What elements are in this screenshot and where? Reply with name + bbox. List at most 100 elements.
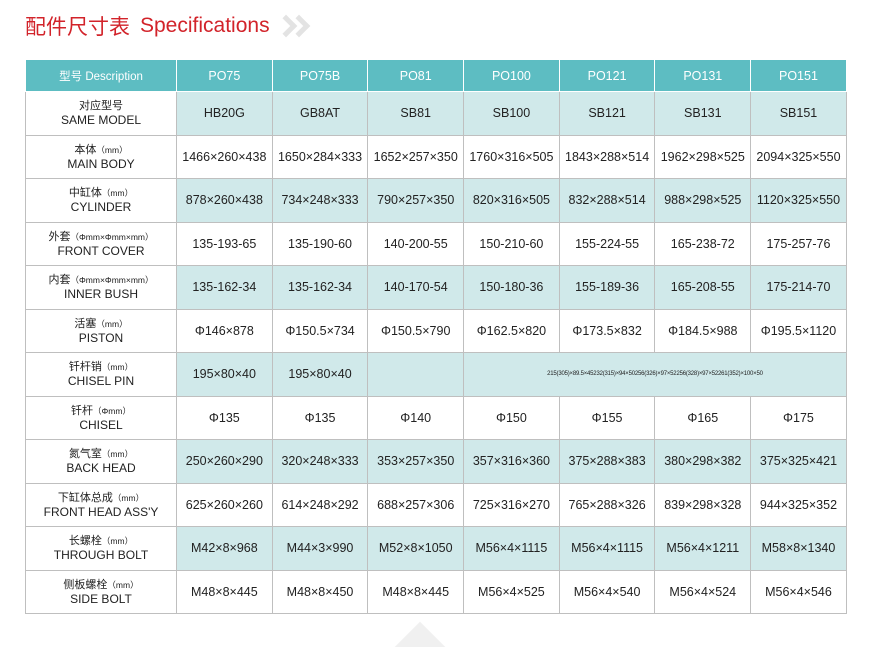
table-cell: SB100 [463,91,560,136]
table-cell: 375×325×421 [750,439,847,484]
table-cell: M56×4×1115 [463,526,560,571]
table-cell: 195×80×40 [176,352,273,397]
table-cell: 175-214-70 [750,265,847,310]
table-cell: 790×257×350 [367,178,465,223]
table-cell: 1760×316×505 [463,134,560,179]
table-cell: 832×288×514 [558,178,656,223]
table-cell: M58×8×1340 [750,526,847,571]
table-cell: Φ155 [558,395,656,440]
table-cell: 1466×260×438 [176,134,273,179]
table-cell: 135-162-34 [271,265,369,310]
table-cell: 165-208-55 [654,265,752,310]
table-cell: 195×80×40 [271,352,369,397]
row-label-english: CHISEL PIN [67,374,135,389]
row-label-unit: （Φmm） [93,405,131,416]
row-label-unit: （mm） [112,492,145,503]
table-cell: 734×248×333 [271,178,369,223]
row-label-chinese-text: 氮气室 [68,448,102,461]
table-cell: 765×288×326 [558,482,656,527]
table-cell: 135-162-34 [176,265,273,310]
row-label: 对应型号 SAME MODEL [25,91,177,136]
row-label: 钎杆销（mm） CHISEL PIN [25,352,177,397]
table-cell: M56×4×524 [654,569,752,614]
table-cell: HB20G [176,91,273,136]
table-cell: 1650×284×333 [271,134,369,179]
row-label-unit: （mm） [96,144,128,155]
row-label-chinese-text: 本体 [74,143,97,156]
table-cell: M52×8×1050 [367,526,465,571]
table-row: 钎杆销（mm） CHISEL PIN 195×80×40 195×80×40 215(3… [25,352,847,397]
table-cell: Φ146×878 [176,308,273,353]
row-label-english: FRONT COVER [57,243,145,258]
row-label: 钎杆（Φmm） CHISEL [25,395,177,440]
title-english: Specifications [140,14,270,37]
table-cell: SB81 [367,91,465,136]
table-cell: M56×4×546 [750,569,847,614]
row-label-chinese: 长螺栓（mm） [27,534,176,548]
table-row: 中缸体（mm） CYLINDER 878×260×438 734×248×333 790… [25,178,847,223]
row-label-chinese-text: 钎杆 [71,404,94,417]
table-cell: M48×8×445 [176,569,273,614]
table-cell: 1962×298×525 [654,134,752,179]
table-row: 对应型号 SAME MODEL HB20G GB8AT SB81 SB100 SB121 SB… [25,91,847,136]
table-cell: 1120×325×550 [750,178,847,223]
table-cell: 320×248×333 [271,439,369,484]
table-row: 氮气室（mm） BACK HEAD 250×260×290 320×248×333 35… [25,439,847,484]
row-label-chinese: 钎杆销（mm） [27,360,176,374]
row-label-unit: （mm） [101,362,134,373]
row-label-chinese-text: 中缸体 [68,187,102,200]
row-label-unit: （mm） [101,449,134,460]
header-model-po75: PO75 [176,59,273,92]
row-label-chinese-text: 钎杆销 [68,361,102,374]
header-model-po100: PO100 [463,59,560,92]
table-cell: 839×298×328 [654,482,752,527]
table-cell: M56×4×540 [558,569,656,614]
table-cell: M42×8×968 [176,526,273,571]
row-label-chinese: 侧板螺栓（mm） [27,578,176,592]
row-label: 活塞（mm） PISTON [25,308,177,353]
row-label-chinese: 中缸体（mm） [27,186,176,200]
table-cell: 614×248×292 [271,482,369,527]
table-cell: Φ135 [176,395,273,440]
table-cell: 725×316×270 [463,482,560,527]
table-cell: SB121 [558,91,656,136]
row-label-unit: （mm） [101,188,134,199]
table-cell: Φ135 [271,395,369,440]
row-label-chinese: 下缸体总成（mm） [27,491,176,505]
row-label: 外套（Φmm×Φmm×mm） FRONT COVER [25,221,177,266]
table-cell: Φ150.5×734 [271,308,369,353]
table-cell: M48×8×450 [271,569,369,614]
row-label: 长螺栓（mm） THROUGH BOLT [25,526,177,571]
row-label-chinese-text: 长螺栓 [68,535,102,548]
table-cell: M56×4×525 [463,569,560,614]
table-cell: 988×298×525 [654,178,752,223]
table-cell: M44×3×990 [271,526,369,571]
row-label-chinese: 活塞（mm） [27,317,176,331]
table-cell: Φ150.5×790 [367,308,465,353]
row-label-english: THROUGH BOLT [53,548,149,563]
header-model-po131: PO131 [654,59,752,92]
row-label-unit: （mm） [107,579,139,590]
row-label: 侧板螺栓（mm） SIDE BOLT [25,569,177,614]
row-label-chinese: 内套（Φmm×Φmm×mm） [27,273,176,287]
row-label: 内套（Φmm×Φmm×mm） INNER BUSH [25,265,177,310]
table-cell: 1843×288×514 [558,134,656,179]
table-cell: 688×257×306 [367,482,465,527]
row-label-chinese-text: 下缸体总成 [57,491,113,504]
row-label-chinese: 对应型号 [27,99,176,113]
table-cell: M56×4×1211 [654,526,752,571]
row-label-chinese-text: 外套 [48,230,71,243]
row-label: 中缸体（mm） CYLINDER [25,178,177,223]
row-label-chinese: 本体（mm） [27,143,176,157]
table-cell: 150-210-60 [463,221,560,266]
row-label-chinese-text: 内套 [48,274,71,287]
table-cell: 215(305)×89.5×45232(315)×94×50256(326)×9… [463,352,847,397]
row-label-english: PISTON [78,330,124,345]
row-label-chinese: 钎杆（Φmm） [27,404,176,418]
table-cell: 944×325×352 [750,482,847,527]
table-cell: 820×316×505 [463,178,560,223]
table-row: 活塞（mm） PISTON Φ146×878 Φ150.5×734 Φ150.5×790… [25,308,847,353]
header-description: 型号 Description [25,59,177,92]
table-cell: Φ195.5×1120 [750,308,847,353]
table-cell: Φ150 [463,395,560,440]
